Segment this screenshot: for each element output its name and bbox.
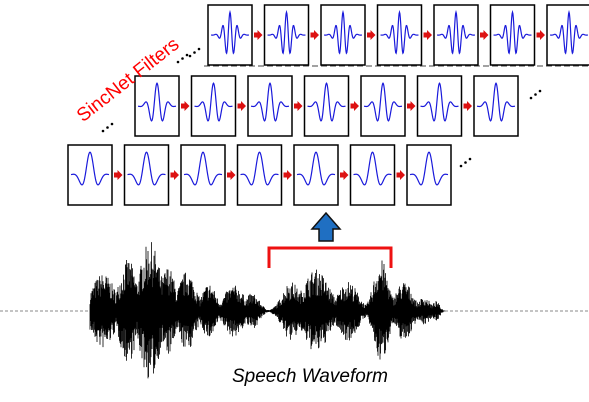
sinc-wave [323,9,363,55]
filter-box [263,4,310,66]
right-arrow-icon [536,30,545,40]
filter-box [67,144,113,206]
up-arrow-icon [310,211,342,242]
right-arrow-icon [114,170,123,180]
sinc-wave [307,82,346,122]
right-arrow-icon [480,30,489,40]
sinc-wave [183,151,223,186]
sinc-wave [240,151,279,186]
filter-box [247,75,293,137]
filter-box [180,144,226,206]
sinc-wave [296,151,336,186]
filter-box [134,75,180,137]
right-arrow-icon [227,170,236,180]
sinc-wave [493,9,532,55]
filter-box [349,144,396,206]
right-arrow-icon [254,30,263,40]
right-arrow-icon [423,30,432,40]
right-arrow-icon [283,170,292,180]
ellipsis-icon [459,157,472,168]
ellipsis-icon [176,53,189,64]
right-arrow-icon [407,101,416,111]
filter-box [303,75,350,137]
sinc-wave [409,151,449,186]
filter-box [546,4,589,66]
right-arrow-icon [367,30,376,40]
sinc-wave [549,9,589,55]
bracket-icon [267,246,393,268]
sinc-wave [380,9,419,55]
right-arrow-icon [181,101,190,111]
filter-box [320,4,366,66]
filter-row-front [67,144,452,206]
sinc-wave [250,82,290,122]
sinc-wave [70,151,110,186]
sinc-wave [210,9,250,55]
filter-box [376,4,423,66]
filter-box [123,144,170,206]
sinc-wave [476,82,516,122]
right-arrow-icon [396,170,405,180]
sinc-wave [353,151,392,186]
filter-box [473,75,519,137]
filter-box [489,4,536,66]
sinc-wave [194,82,233,122]
waveform-trace [89,242,446,379]
right-arrow-icon [463,101,472,111]
filter-box [236,144,283,206]
filter-row-middle [134,75,519,137]
right-arrow-icon [237,101,246,111]
filter-box [406,144,452,206]
right-arrow-icon [310,30,319,40]
sinc-wave [127,151,166,186]
ellipsis-icon [529,89,542,100]
filter-row-back [204,4,589,67]
filter-box [207,4,253,66]
sinc-wave [436,9,476,55]
sinc-wave [420,82,459,122]
sinc-wave [267,9,306,55]
ellipsis-icon [188,47,201,58]
ellipsis-icon [101,122,114,133]
sinc-wave [363,82,403,122]
filter-bank [67,4,589,206]
waveform-caption: Speech Waveform [232,366,388,387]
filter-box [433,4,479,66]
right-arrow-icon [340,170,349,180]
right-arrow-icon [170,170,179,180]
speech-waveform [0,242,589,379]
filter-box [360,75,406,137]
filter-box [293,144,339,206]
right-arrow-icon [294,101,303,111]
filter-box [190,75,237,137]
filter-box [416,75,463,137]
sinc-wave [137,82,177,122]
right-arrow-icon [350,101,359,111]
